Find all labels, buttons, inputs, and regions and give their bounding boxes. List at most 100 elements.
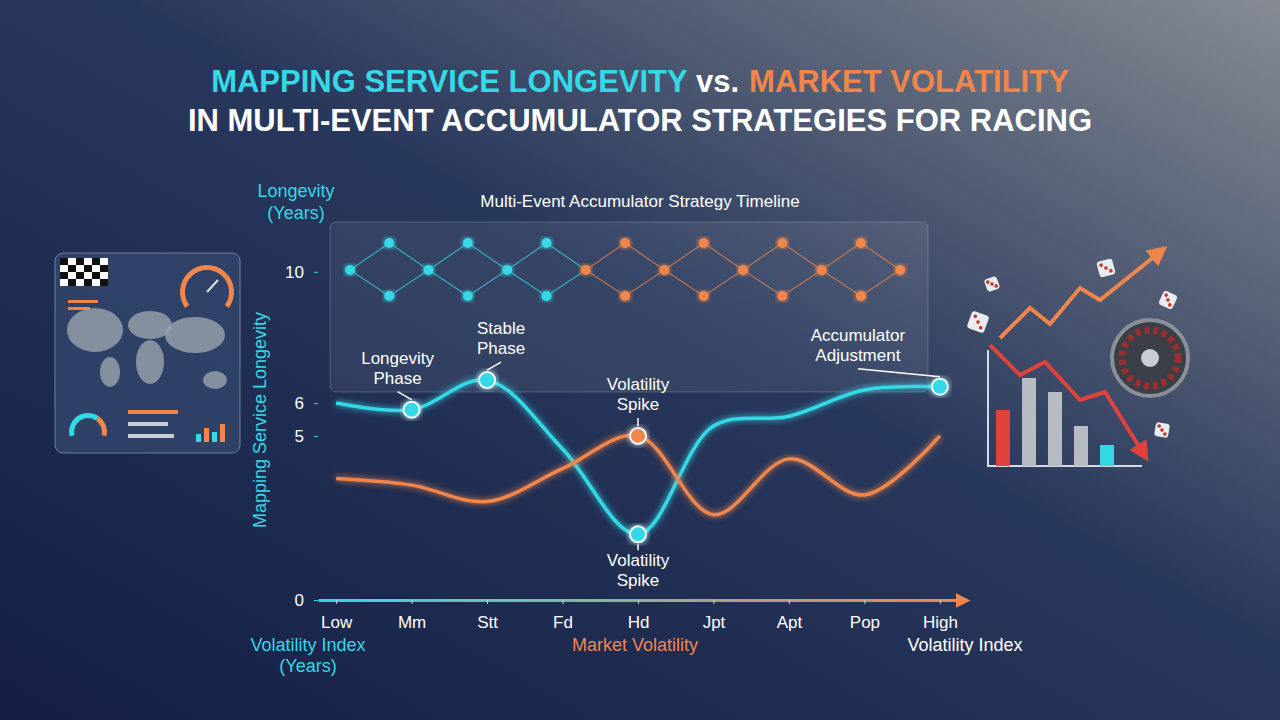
x-tick: High xyxy=(923,600,958,632)
mini-bar xyxy=(1022,378,1036,466)
die-pip xyxy=(1099,263,1103,267)
chart: MAPPING SERVICE LONGEVITYvs.MARKET VOLAT… xyxy=(0,0,1280,720)
die-face xyxy=(1096,258,1116,278)
info-bar xyxy=(68,300,98,303)
network-link xyxy=(507,243,546,270)
point-marker xyxy=(404,402,420,418)
info-bar xyxy=(68,307,90,310)
network-link xyxy=(350,243,389,270)
network-node xyxy=(581,265,591,275)
y-axis-title: Mapping Service Longevity xyxy=(250,312,270,528)
flag-square xyxy=(60,258,68,265)
x-tick-mark xyxy=(336,600,337,604)
x-tick-label: Apt xyxy=(777,613,803,632)
flag-square xyxy=(92,272,100,279)
y-tick-mark xyxy=(314,600,318,601)
network-node xyxy=(699,238,709,248)
die-pip xyxy=(1157,424,1161,428)
network-node xyxy=(699,291,709,301)
x-tick: Fd xyxy=(553,600,573,632)
x-axis-title-left-line: (Years) xyxy=(279,656,336,676)
x-tick-mark xyxy=(789,600,790,604)
die-face xyxy=(1158,290,1178,310)
map-landmass xyxy=(203,371,227,389)
annotation: LongevityPhase xyxy=(361,349,434,388)
die xyxy=(1158,290,1178,310)
plot-marks xyxy=(336,372,948,542)
die-pip xyxy=(1166,298,1171,303)
x-tick: Jpt xyxy=(703,600,726,632)
network-link xyxy=(861,270,900,296)
network-link xyxy=(468,243,507,270)
network-node xyxy=(659,265,669,275)
flag-square xyxy=(68,279,76,286)
plot-title: Multi-Event Accumulator Strategy Timelin… xyxy=(480,192,799,211)
y-tick-mark xyxy=(314,272,318,273)
y-tick-mark xyxy=(314,436,318,437)
die-pip xyxy=(1104,266,1108,270)
betting-icons xyxy=(966,256,1188,466)
y-tick-label: 6 xyxy=(295,394,304,413)
flag-square xyxy=(92,265,100,272)
y-tick: 6 xyxy=(295,394,318,413)
network-link xyxy=(743,270,782,296)
network-node xyxy=(620,291,630,301)
y-tick: 10 xyxy=(285,263,318,282)
network-link xyxy=(822,243,861,270)
network-link xyxy=(389,243,428,270)
info-bar xyxy=(128,434,174,438)
x-axis-title-left: Volatility Index(Years) xyxy=(250,635,365,676)
network-node xyxy=(384,238,394,248)
flag-square xyxy=(100,272,108,279)
network-link xyxy=(782,243,821,270)
x-tick-mark xyxy=(940,600,941,604)
annotation: StablePhase xyxy=(477,319,525,358)
mini-bar xyxy=(1100,445,1114,466)
network-link xyxy=(664,270,703,296)
map-landmass xyxy=(100,357,120,387)
info-bar xyxy=(128,410,178,414)
die-face xyxy=(984,276,1001,293)
flag-square xyxy=(92,258,100,265)
series-line xyxy=(336,380,940,535)
mini-bar xyxy=(1048,392,1062,466)
network-link xyxy=(429,243,468,270)
roulette-ring xyxy=(1122,330,1178,386)
y-axis-title-top: Longevity(Years) xyxy=(257,181,334,223)
x-tick: Stt xyxy=(477,600,498,632)
x-tick: Low xyxy=(321,600,353,632)
annotation-line: Volatility xyxy=(607,551,670,570)
flag-square xyxy=(84,265,92,272)
network-node xyxy=(463,238,473,248)
flag-square xyxy=(100,265,108,272)
point-marker xyxy=(932,379,948,395)
flag-square xyxy=(100,279,108,286)
network-link xyxy=(782,270,821,296)
die-face xyxy=(1154,422,1170,438)
network-link xyxy=(389,270,428,296)
x-tick-label: Hd xyxy=(628,613,650,632)
annotation: VolatilitySpike xyxy=(607,551,670,590)
y-tick: 5 xyxy=(295,427,318,446)
network-node xyxy=(856,238,866,248)
annotation-leader xyxy=(487,362,501,370)
annotation-line: Spike xyxy=(617,395,660,414)
network-node xyxy=(542,291,552,301)
die-face xyxy=(966,310,989,333)
network-link xyxy=(822,270,861,296)
series-line xyxy=(336,435,940,514)
flag-square xyxy=(68,258,76,265)
flag-square xyxy=(60,279,68,286)
die xyxy=(1154,422,1170,438)
annotation-line: Spike xyxy=(617,571,660,590)
annotation-line: Phase xyxy=(477,339,525,358)
flag-square xyxy=(76,279,84,286)
die-pip xyxy=(973,314,978,319)
x-axis: LowMmSttFdHdJptAptPopHigh xyxy=(319,600,959,632)
map-landmass xyxy=(165,317,225,353)
network-node xyxy=(345,265,355,275)
gauge xyxy=(180,265,234,308)
y-axis-line xyxy=(317,240,320,601)
point-marker xyxy=(630,526,646,542)
network-link xyxy=(547,270,586,296)
